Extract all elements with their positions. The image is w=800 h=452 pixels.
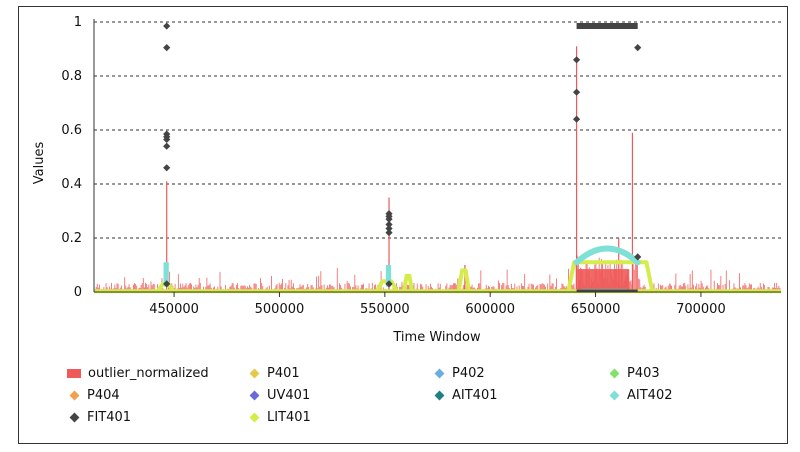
fit401-point: [385, 280, 393, 288]
ait402-series: [163, 245, 641, 287]
legend-item: UV401: [247, 385, 310, 405]
fit401-point: [385, 220, 393, 229]
legend-label: AIT402: [627, 387, 673, 403]
fit401-series: [163, 22, 642, 293]
y-tick-label: 0.2: [61, 231, 82, 246]
outlier-dense-block: [577, 269, 630, 292]
legend-label: LIT401: [267, 409, 311, 425]
legend-item: outlier_normalized: [67, 363, 209, 383]
axes: 0 0.2 0.4 0.6 0.8 1 450000 500000 550000 600000 65…: [61, 15, 781, 317]
fit401-point: [163, 135, 171, 144]
fit401-point: [163, 22, 171, 30]
legend-label: UV401: [267, 387, 311, 403]
chart-frame: 0 0.2 0.4 0.6 0.8 1 450000 500000 550000 600000 65…: [18, 6, 788, 444]
fit401-point: [163, 44, 171, 52]
legend-label: P404: [87, 387, 120, 403]
x-tick-label: 600000: [465, 302, 515, 317]
ait402-segment: [385, 265, 392, 287]
legend-item: P401: [247, 363, 300, 383]
y-tick-label: 0.4: [61, 177, 82, 192]
y-tick-label: 1: [74, 15, 82, 30]
fit401-point: [385, 224, 393, 233]
legend-swatch-rect: [67, 368, 81, 378]
legend-swatch-diamond: [249, 368, 260, 378]
x-tick-label: 550000: [360, 302, 410, 317]
lit401-bump: [566, 260, 655, 293]
lit401-bump: [401, 273, 415, 293]
fit401-point: [163, 280, 171, 288]
legend-item: P404: [67, 385, 120, 405]
y-tick-label: 0: [74, 285, 82, 300]
ait402-segment: [163, 262, 169, 287]
legend-swatch-diamond: [69, 412, 80, 422]
fit401-point: [634, 44, 642, 52]
legend-swatch-diamond: [434, 390, 445, 400]
y-tick-label: 0.8: [61, 69, 82, 84]
legend-label: FIT401: [87, 409, 132, 425]
ait402-arc: [573, 245, 641, 266]
legend-swatch-diamond: [609, 368, 620, 378]
legend-item: P402: [432, 363, 485, 383]
legend-label: P401: [267, 365, 300, 381]
legend-swatch-diamond: [249, 412, 260, 422]
legend-label: outlier_normalized: [88, 365, 209, 381]
chart-svg: 0 0.2 0.4 0.6 0.8 1 450000 500000 550000 600000 65…: [32, 15, 781, 345]
legend-swatch-diamond: [69, 390, 80, 400]
grid-lines: [94, 21, 781, 239]
legend-swatch-diamond: [249, 390, 260, 400]
legend-item: LIT401: [247, 407, 311, 427]
fit401-point: [385, 229, 393, 237]
legend-item: AIT402: [607, 385, 672, 405]
legend-label: AIT401: [452, 387, 498, 403]
fit401-point: [163, 164, 171, 172]
legend-item: P403: [607, 363, 660, 383]
y-tick-label: 0.6: [61, 123, 82, 138]
x-tick-label: 650000: [571, 302, 621, 317]
fit401-point: [572, 115, 581, 123]
legend-item: FIT401: [67, 407, 131, 427]
legend-swatch-diamond: [434, 368, 445, 378]
legend-swatch-diamond: [609, 390, 620, 400]
fit401-point: [572, 56, 581, 64]
outlier-series: [93, 46, 781, 292]
x-tick-label: 700000: [676, 302, 726, 317]
x-tick-label: 450000: [149, 302, 199, 317]
lit401-bump: [456, 268, 472, 293]
fit401-point: [572, 88, 581, 96]
legend-label: P402: [452, 365, 485, 381]
fit401-point: [163, 142, 171, 150]
legend-label: P403: [627, 365, 660, 381]
x-axis-title: Time Window: [392, 330, 481, 345]
y-axis-title: Values: [32, 142, 47, 185]
legend-item: AIT401: [432, 385, 497, 405]
x-tick-label: 500000: [255, 302, 305, 317]
fit401-point: [385, 215, 393, 223]
